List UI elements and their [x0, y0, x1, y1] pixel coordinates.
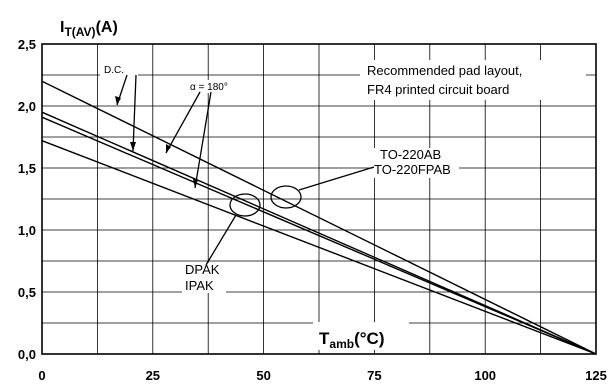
alpha-arrowhead-2 — [193, 179, 198, 188]
to220-label-bg — [373, 148, 459, 178]
to220-line1: TO-220AB — [380, 147, 441, 162]
callouts — [116, 74, 375, 266]
pad-layout-line2: FR4 printed circuit board — [367, 82, 509, 97]
series-line-4 — [41, 140, 597, 355]
dpak-line2: IPAK — [185, 278, 214, 293]
y-tick-label: 2,5 — [18, 37, 36, 52]
series-line-3 — [41, 116, 597, 355]
x-tick-label: 25 — [146, 368, 160, 383]
pad-layout-bg — [360, 60, 586, 100]
dc-label: D.C. — [104, 65, 124, 76]
to220-leader — [298, 166, 375, 191]
x-tick-label: 100 — [474, 368, 496, 383]
to220-ellipse — [270, 185, 302, 209]
plot-frame — [41, 43, 597, 355]
x-axis-label-bg — [313, 322, 409, 350]
y-axis-label: IT(AV)(A) — [60, 19, 118, 39]
y-tick-label: 1,0 — [18, 223, 36, 238]
alpha-label-bg — [186, 80, 248, 93]
alpha-label: α = 180° — [190, 82, 228, 93]
y-tick-label: 2,0 — [18, 99, 36, 114]
y-tick-label: 0,5 — [18, 285, 36, 300]
pad-layout-line1: Recommended pad layout, — [367, 63, 522, 78]
to220-line2: TO-220FPAB — [374, 162, 451, 177]
arrowheads — [115, 96, 198, 188]
dc-arrowhead-1 — [115, 96, 121, 105]
series-line-2 — [41, 111, 597, 355]
x-tick-label: 50 — [256, 368, 270, 383]
dpak-ellipse — [229, 193, 261, 217]
dpak-line1: DPAK — [185, 262, 220, 277]
dc-arrowhead-2 — [130, 142, 136, 151]
alpha-arrow-2 — [194, 91, 212, 189]
y-tick-label: 0,0 — [18, 347, 36, 362]
dc-label-bg — [100, 62, 138, 76]
x-tick-label: 125 — [585, 368, 607, 383]
dpak-label-bg — [182, 263, 226, 293]
x-tick-label: 0 — [38, 368, 45, 383]
x-tick-label: 75 — [367, 368, 381, 383]
dc-arrow-2 — [132, 74, 137, 152]
y-tick-label: 1,5 — [18, 161, 36, 176]
alpha-arrowhead-1 — [166, 144, 171, 153]
x-axis-label: Tamb(°C) — [319, 329, 384, 351]
tick-labels: 0 25 50 75 100 125 0,0 0,5 1,0 1,5 2,0 2,5 — [18, 37, 607, 383]
alpha-arrow-1 — [165, 91, 201, 154]
dpak-leader — [205, 214, 237, 266]
